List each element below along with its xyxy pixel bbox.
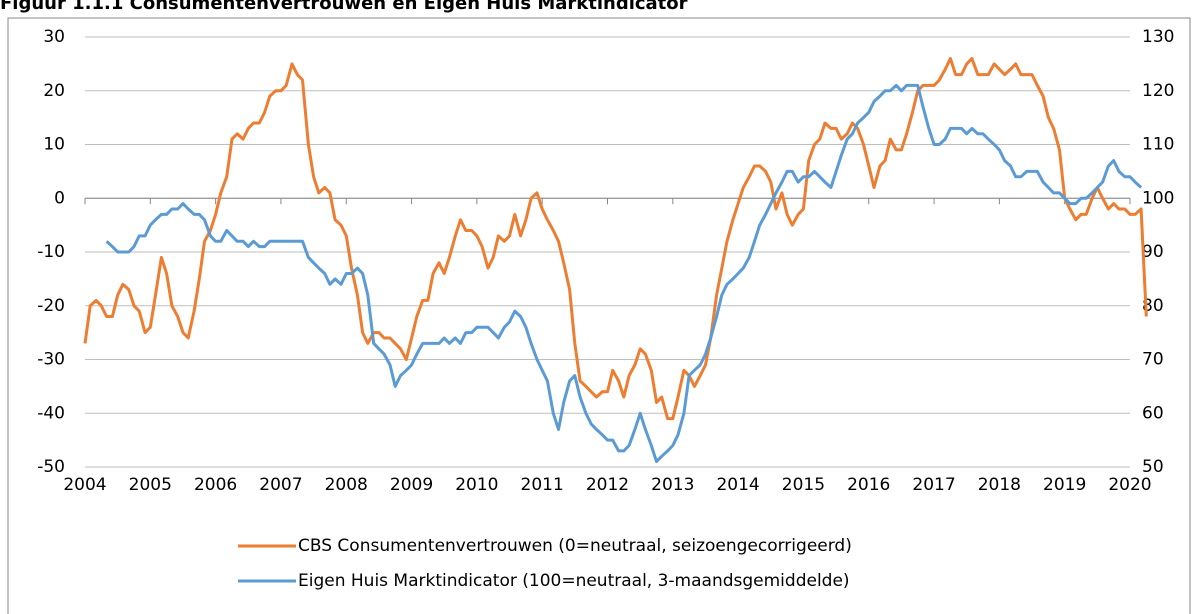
x-tick-label: 2016 [847, 475, 890, 495]
y2-tick-label: 90 [1142, 242, 1164, 262]
y2-tick-label: 120 [1142, 81, 1174, 101]
y-tick-label: 30 [43, 27, 65, 47]
legend-label: Eigen Huis Marktindicator (100=neutraal,… [298, 571, 850, 591]
x-tick-label: 2011 [521, 475, 564, 495]
y-tick-label: -10 [37, 242, 65, 262]
x-tick-label: 2012 [586, 475, 629, 495]
x-tick-label: 2004 [63, 475, 106, 495]
x-tick-label: 2006 [194, 475, 237, 495]
y2-tick-label: 110 [1142, 135, 1174, 155]
y-tick-label: 20 [43, 81, 65, 101]
chart-border [7, 17, 1191, 614]
x-tick-label: 2007 [259, 475, 302, 495]
series-line [83, 57, 1148, 421]
x-tick-label: 2010 [455, 475, 498, 495]
series-line [105, 83, 1143, 464]
x-tick-label: 2014 [716, 475, 759, 495]
x-tick-label: 2019 [1043, 475, 1086, 495]
y2-tick-label: 130 [1142, 27, 1174, 47]
chart-title: Figuur 1.1.1 Consumentenvertrouwen en Ei… [0, 0, 688, 14]
y-tick-label: -20 [37, 296, 65, 316]
x-tick-label: 2020 [1108, 475, 1151, 495]
x-tick-label: 2005 [129, 475, 172, 495]
y2-tick-label: 50 [1142, 457, 1164, 477]
y2-tick-label: 60 [1142, 403, 1164, 423]
y-tick-label: -40 [37, 403, 65, 423]
y2-tick-label: 70 [1142, 350, 1164, 370]
x-tick-label: 2017 [912, 475, 955, 495]
y-tick-label: 10 [43, 135, 65, 155]
x-tick-label: 2013 [651, 475, 694, 495]
x-tick-label: 2008 [325, 475, 368, 495]
x-tick-label: 2009 [390, 475, 433, 495]
y-tick-label: 0 [54, 188, 65, 208]
legend-label: CBS Consumentenvertrouwen (0=neutraal, s… [298, 536, 852, 556]
y-tick-label: -50 [37, 457, 65, 477]
x-tick-label: 2018 [978, 475, 1021, 495]
y2-tick-label: 100 [1142, 188, 1174, 208]
y-tick-label: -30 [37, 350, 65, 370]
x-tick-label: 2015 [782, 475, 825, 495]
